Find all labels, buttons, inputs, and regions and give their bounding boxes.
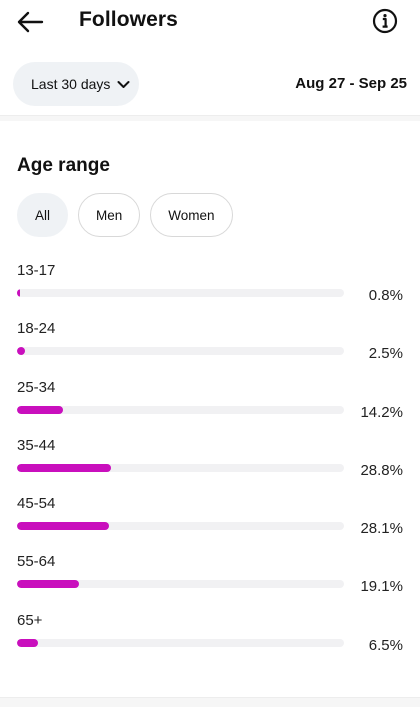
bottom-divider — [0, 697, 420, 707]
age-row-13-17: 13-17 0.8% — [0, 262, 420, 320]
age-bar-fill — [17, 522, 109, 531]
age-row-label: 55-64 — [17, 553, 56, 571]
date-range-selected: Last 30 days — [31, 76, 111, 92]
age-range-title: Age range — [17, 155, 110, 176]
age-row-18-24: 18-24 2.5% — [0, 320, 420, 378]
filter-chip-women[interactable]: Women — [150, 193, 233, 237]
age-row-35-44: 35-44 28.8% — [0, 437, 420, 495]
age-row-value: 28.1% — [360, 520, 403, 538]
age-row-value: 14.2% — [360, 403, 403, 421]
filter-chip-men[interactable]: Men — [78, 193, 141, 237]
age-range-list: 13-17 0.8% 18-24 2.5% 25-34 14.2% 35-44 … — [0, 262, 420, 670]
back-button[interactable] — [14, 8, 46, 36]
age-row-55-64: 55-64 19.1% — [0, 553, 420, 611]
age-row-value: 28.8% — [360, 461, 403, 479]
age-row-label: 45-54 — [17, 495, 56, 513]
age-bar-fill — [17, 580, 80, 589]
section-divider — [0, 115, 420, 121]
age-row-value: 19.1% — [360, 578, 403, 596]
age-row-65-plus: 65+ 6.5% — [0, 612, 420, 670]
arrow-left-icon — [17, 11, 44, 33]
info-icon — [372, 8, 398, 34]
age-row-value: 0.8% — [368, 287, 403, 304]
age-row-label: 18-24 — [17, 320, 56, 338]
age-bar-track — [17, 463, 344, 472]
age-bar-track — [17, 580, 344, 589]
filter-chip-all[interactable]: All — [17, 193, 69, 237]
page-title: Followers — [79, 8, 178, 31]
age-row-value: 2.5% — [368, 345, 403, 363]
age-bar-track — [17, 638, 344, 647]
age-bar-fill — [17, 289, 20, 297]
top-bar: Followers — [0, 0, 420, 44]
date-filter-row: Last 30 days Aug 27 - Sep 25 — [0, 62, 420, 108]
age-bar-track — [17, 347, 344, 356]
age-row-label: 35-44 — [17, 436, 56, 454]
age-bar-track — [17, 405, 344, 414]
date-range-text: Aug 27 - Sep 25 — [295, 75, 407, 92]
age-row-45-54: 45-54 28.1% — [0, 495, 420, 553]
age-bar-fill — [17, 347, 26, 356]
age-bar-track — [17, 289, 344, 297]
age-bar-fill — [17, 405, 64, 414]
chevron-down-icon — [117, 80, 130, 89]
age-bar-track — [17, 522, 344, 531]
age-bar-fill — [17, 638, 39, 647]
age-row-25-34: 25-34 14.2% — [0, 379, 420, 437]
age-row-value: 6.5% — [368, 636, 403, 654]
age-row-label: 65+ — [17, 611, 43, 629]
age-row-label: 25-34 — [17, 378, 56, 396]
info-button[interactable] — [370, 6, 400, 36]
age-row-label: 13-17 — [17, 262, 56, 279]
age-bar-fill — [17, 463, 112, 472]
date-range-dropdown[interactable]: Last 30 days — [13, 62, 139, 106]
gender-filter-chips: All Men Women — [17, 193, 233, 237]
